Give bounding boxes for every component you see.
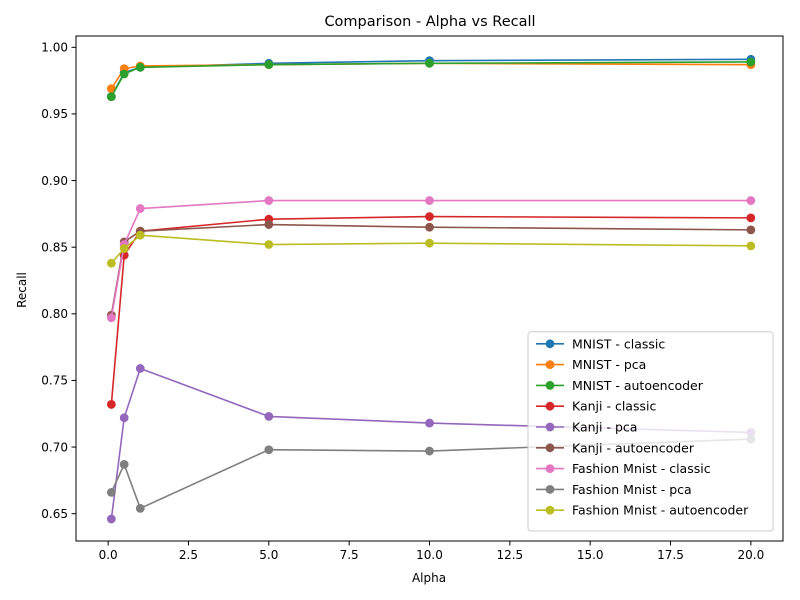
legend: MNIST - classic MNIST - pca MNIST - autoen… — [527, 331, 774, 532]
legend-entry: Fashion Mnist - classic — [536, 461, 711, 476]
x-tick-label: 15.0 — [577, 548, 604, 562]
legend-marker — [545, 485, 555, 494]
data-point — [746, 57, 756, 67]
legend-label: Kanji - autoencoder — [572, 440, 695, 455]
y-tick-label: 1.00 — [41, 41, 68, 55]
legend-marker — [545, 339, 555, 349]
data-point — [119, 459, 129, 469]
data-point — [119, 244, 129, 253]
data-point — [746, 213, 756, 223]
legend-label: Fashion Mnist - autoencoder — [572, 503, 749, 518]
legend-label: Kanji - pca — [572, 420, 637, 435]
data-point — [264, 412, 274, 421]
data-point — [106, 84, 116, 94]
data-point — [135, 204, 145, 213]
axes: 0.0 2.5 5.0 7.5 10.0 12.5 15.0 17.5 20.0 0.65 0.70… — [41, 35, 784, 562]
data-point — [425, 238, 434, 248]
series-line — [110, 199, 751, 318]
legend-entry: Kanji - autoencoder — [536, 440, 695, 455]
legend-marker — [545, 443, 555, 453]
data-point — [746, 225, 756, 235]
chart-title: Comparison - Alpha vs Recall — [324, 14, 535, 30]
data-point — [425, 446, 434, 456]
legend-label: Kanji - classic — [572, 399, 656, 414]
data-point — [425, 222, 434, 232]
legend-marker — [545, 381, 555, 390]
data-point — [264, 240, 274, 249]
legend-label: MNIST - pca — [572, 357, 646, 372]
legend-label: Fashion Mnist - pca — [572, 482, 692, 497]
y-tick-label: 0.70 — [41, 440, 68, 454]
legend-marker — [545, 401, 555, 411]
x-tick-label: 2.5 — [179, 548, 198, 562]
x-tick-label: 0.0 — [99, 548, 118, 562]
data-point — [264, 196, 274, 205]
legend-entry: MNIST - classic — [536, 336, 665, 351]
data-point — [264, 60, 274, 70]
series-6 — [106, 196, 756, 323]
series-7 — [106, 434, 756, 513]
data-point — [119, 69, 129, 79]
legend-entry: Kanji - classic — [536, 399, 656, 414]
legend-marker — [545, 360, 555, 369]
x-tick-label: 10.0 — [416, 548, 443, 562]
x-tick-label: 7.5 — [340, 548, 359, 562]
y-axis-label: Recall — [15, 272, 29, 308]
series-8 — [106, 230, 756, 268]
data-point — [425, 212, 434, 221]
data-point — [264, 220, 274, 229]
legend-label: MNIST - classic — [572, 336, 665, 351]
data-point — [119, 413, 129, 423]
legend-entry: Fashion Mnist - pca — [536, 482, 692, 497]
x-tick-label: 5.0 — [259, 548, 278, 562]
series-line — [110, 215, 751, 405]
legend-label: Fashion Mnist - classic — [572, 461, 711, 476]
y-tick-label: 0.90 — [41, 174, 68, 188]
y-tick-label: 0.75 — [41, 374, 68, 388]
data-point — [264, 445, 274, 455]
legend-marker — [545, 464, 555, 473]
x-tick-label: 12.5 — [496, 548, 523, 562]
data-point — [106, 514, 116, 524]
data-point — [135, 62, 145, 72]
x-tick-label: 20.0 — [738, 548, 765, 562]
data-point — [746, 196, 756, 205]
plot-area — [106, 54, 756, 524]
legend-marker — [545, 422, 555, 432]
data-point — [425, 196, 434, 205]
data-point — [106, 487, 116, 497]
y-tick-label: 0.95 — [41, 107, 68, 121]
data-point — [106, 92, 116, 102]
data-point — [425, 418, 434, 428]
data-point — [106, 313, 116, 323]
y-tick-label: 0.80 — [41, 307, 68, 321]
data-point — [425, 58, 434, 68]
legend-entry: Kanji - pca — [536, 420, 637, 435]
data-point — [106, 258, 116, 268]
x-tick-label: 17.5 — [657, 548, 684, 562]
data-point — [746, 241, 756, 251]
legend-marker — [545, 505, 555, 515]
data-point — [135, 364, 145, 373]
legend-label: MNIST - autoencoder — [572, 378, 704, 393]
series-line — [110, 367, 751, 520]
data-point — [106, 400, 116, 409]
legend-entry: MNIST - autoencoder — [536, 378, 704, 393]
legend-box — [527, 331, 774, 532]
series-line — [110, 438, 751, 510]
legend-entry: MNIST - pca — [536, 357, 646, 372]
y-tick-label: 0.85 — [41, 240, 68, 254]
data-point — [135, 503, 145, 513]
series-2 — [106, 57, 756, 102]
data-point — [135, 230, 145, 240]
legend-entry: Fashion Mnist - autoencoder — [536, 503, 749, 518]
y-tick-label: 0.65 — [41, 507, 68, 521]
x-axis-label: Alpha — [412, 571, 446, 585]
